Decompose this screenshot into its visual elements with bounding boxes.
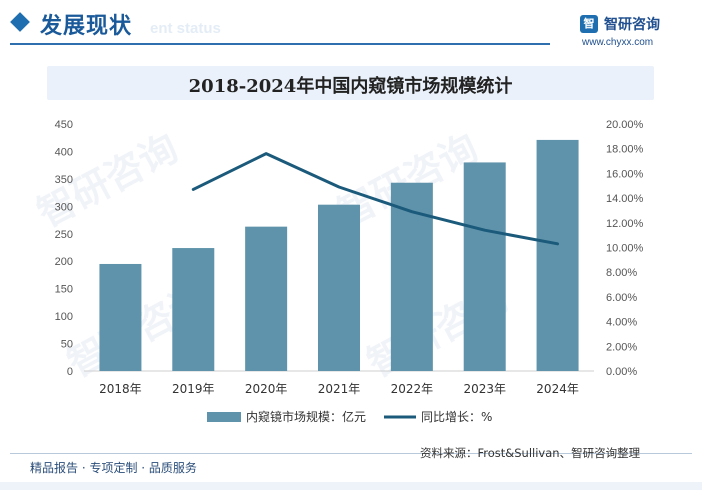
bar <box>318 204 360 371</box>
y-right-tick-label: 18.00% <box>606 144 644 156</box>
y-left-tick-label: 100 <box>55 311 73 323</box>
bottom-bar <box>0 482 702 490</box>
y-left-tick-label: 150 <box>55 284 73 296</box>
x-tick-label: 2024年 <box>536 382 579 396</box>
y-right-tick-label: 14.00% <box>606 193 644 205</box>
chart-title: 2018-2024年中国内窥镜市场规模统计 <box>188 76 513 97</box>
footer-divider <box>10 453 692 454</box>
page-header: 发展现状 ent status 智 智研咨询 www.chyxx.com <box>0 0 702 60</box>
x-tick-label: 2023年 <box>463 382 506 396</box>
brand-logo-icon: 智 <box>580 15 598 33</box>
brand-url: www.chyxx.com <box>582 37 654 48</box>
y-left-tick-label: 300 <box>55 201 73 213</box>
source-note: 资料来源：Frost&Sullivan、智研咨询整理 <box>420 446 641 460</box>
y-right-tick-label: 4.00% <box>606 317 637 329</box>
header-divider <box>10 43 550 45</box>
chart-title-bar: 2018-2024年中国内窥镜市场规模统计 <box>47 66 654 100</box>
x-tick-label: 2021年 <box>318 382 361 396</box>
y-left-tick-label: 350 <box>55 174 73 186</box>
bar <box>172 248 215 371</box>
legend-label: 同比增长：% <box>421 410 492 424</box>
brand: 智 智研咨询 <box>580 14 660 34</box>
y-right-tick-label: 6.00% <box>606 292 637 304</box>
footer-tagline: 精品报告 · 专项定制 · 品质服务 <box>30 461 197 475</box>
bar <box>536 139 579 371</box>
x-tick-label: 2018年 <box>99 382 142 396</box>
bar <box>99 263 142 371</box>
y-right-tick-label: 20.00% <box>606 119 644 131</box>
y-left-tick-label: 450 <box>55 119 73 131</box>
y-left-tick-label: 50 <box>61 339 73 351</box>
legend-swatch-bar <box>207 412 241 422</box>
y-left-tick-label: 250 <box>55 229 73 241</box>
y-right-tick-label: 10.00% <box>606 243 644 255</box>
y-left-tick-label: 200 <box>55 256 73 268</box>
y-right-tick-label: 8.00% <box>606 267 637 279</box>
x-tick-label: 2022年 <box>391 382 434 396</box>
section-watermark-text: ent status <box>150 20 221 37</box>
x-tick-label: 2019年 <box>172 382 215 396</box>
y-right-tick-label: 0.00% <box>606 366 637 378</box>
legend-label: 内窥镜市场规模：亿元 <box>246 409 366 424</box>
y-right-tick-label: 16.00% <box>606 168 644 180</box>
y-left-tick-label: 400 <box>55 146 73 158</box>
section-title: 发展现状 <box>40 14 133 39</box>
y-left-tick-label: 0 <box>67 366 73 378</box>
y-right-tick-label: 12.00% <box>606 218 644 230</box>
x-tick-label: 2020年 <box>245 382 288 396</box>
brand-name: 智研咨询 <box>604 17 660 33</box>
growth-line <box>191 152 560 246</box>
y-right-tick-label: 2.00% <box>606 341 637 353</box>
chart-canvas: 0 50 100 150 200 250 300 350 400 450 0.00% 2.00% 4.0… <box>55 119 644 424</box>
bar <box>463 162 506 371</box>
bar <box>245 226 288 371</box>
